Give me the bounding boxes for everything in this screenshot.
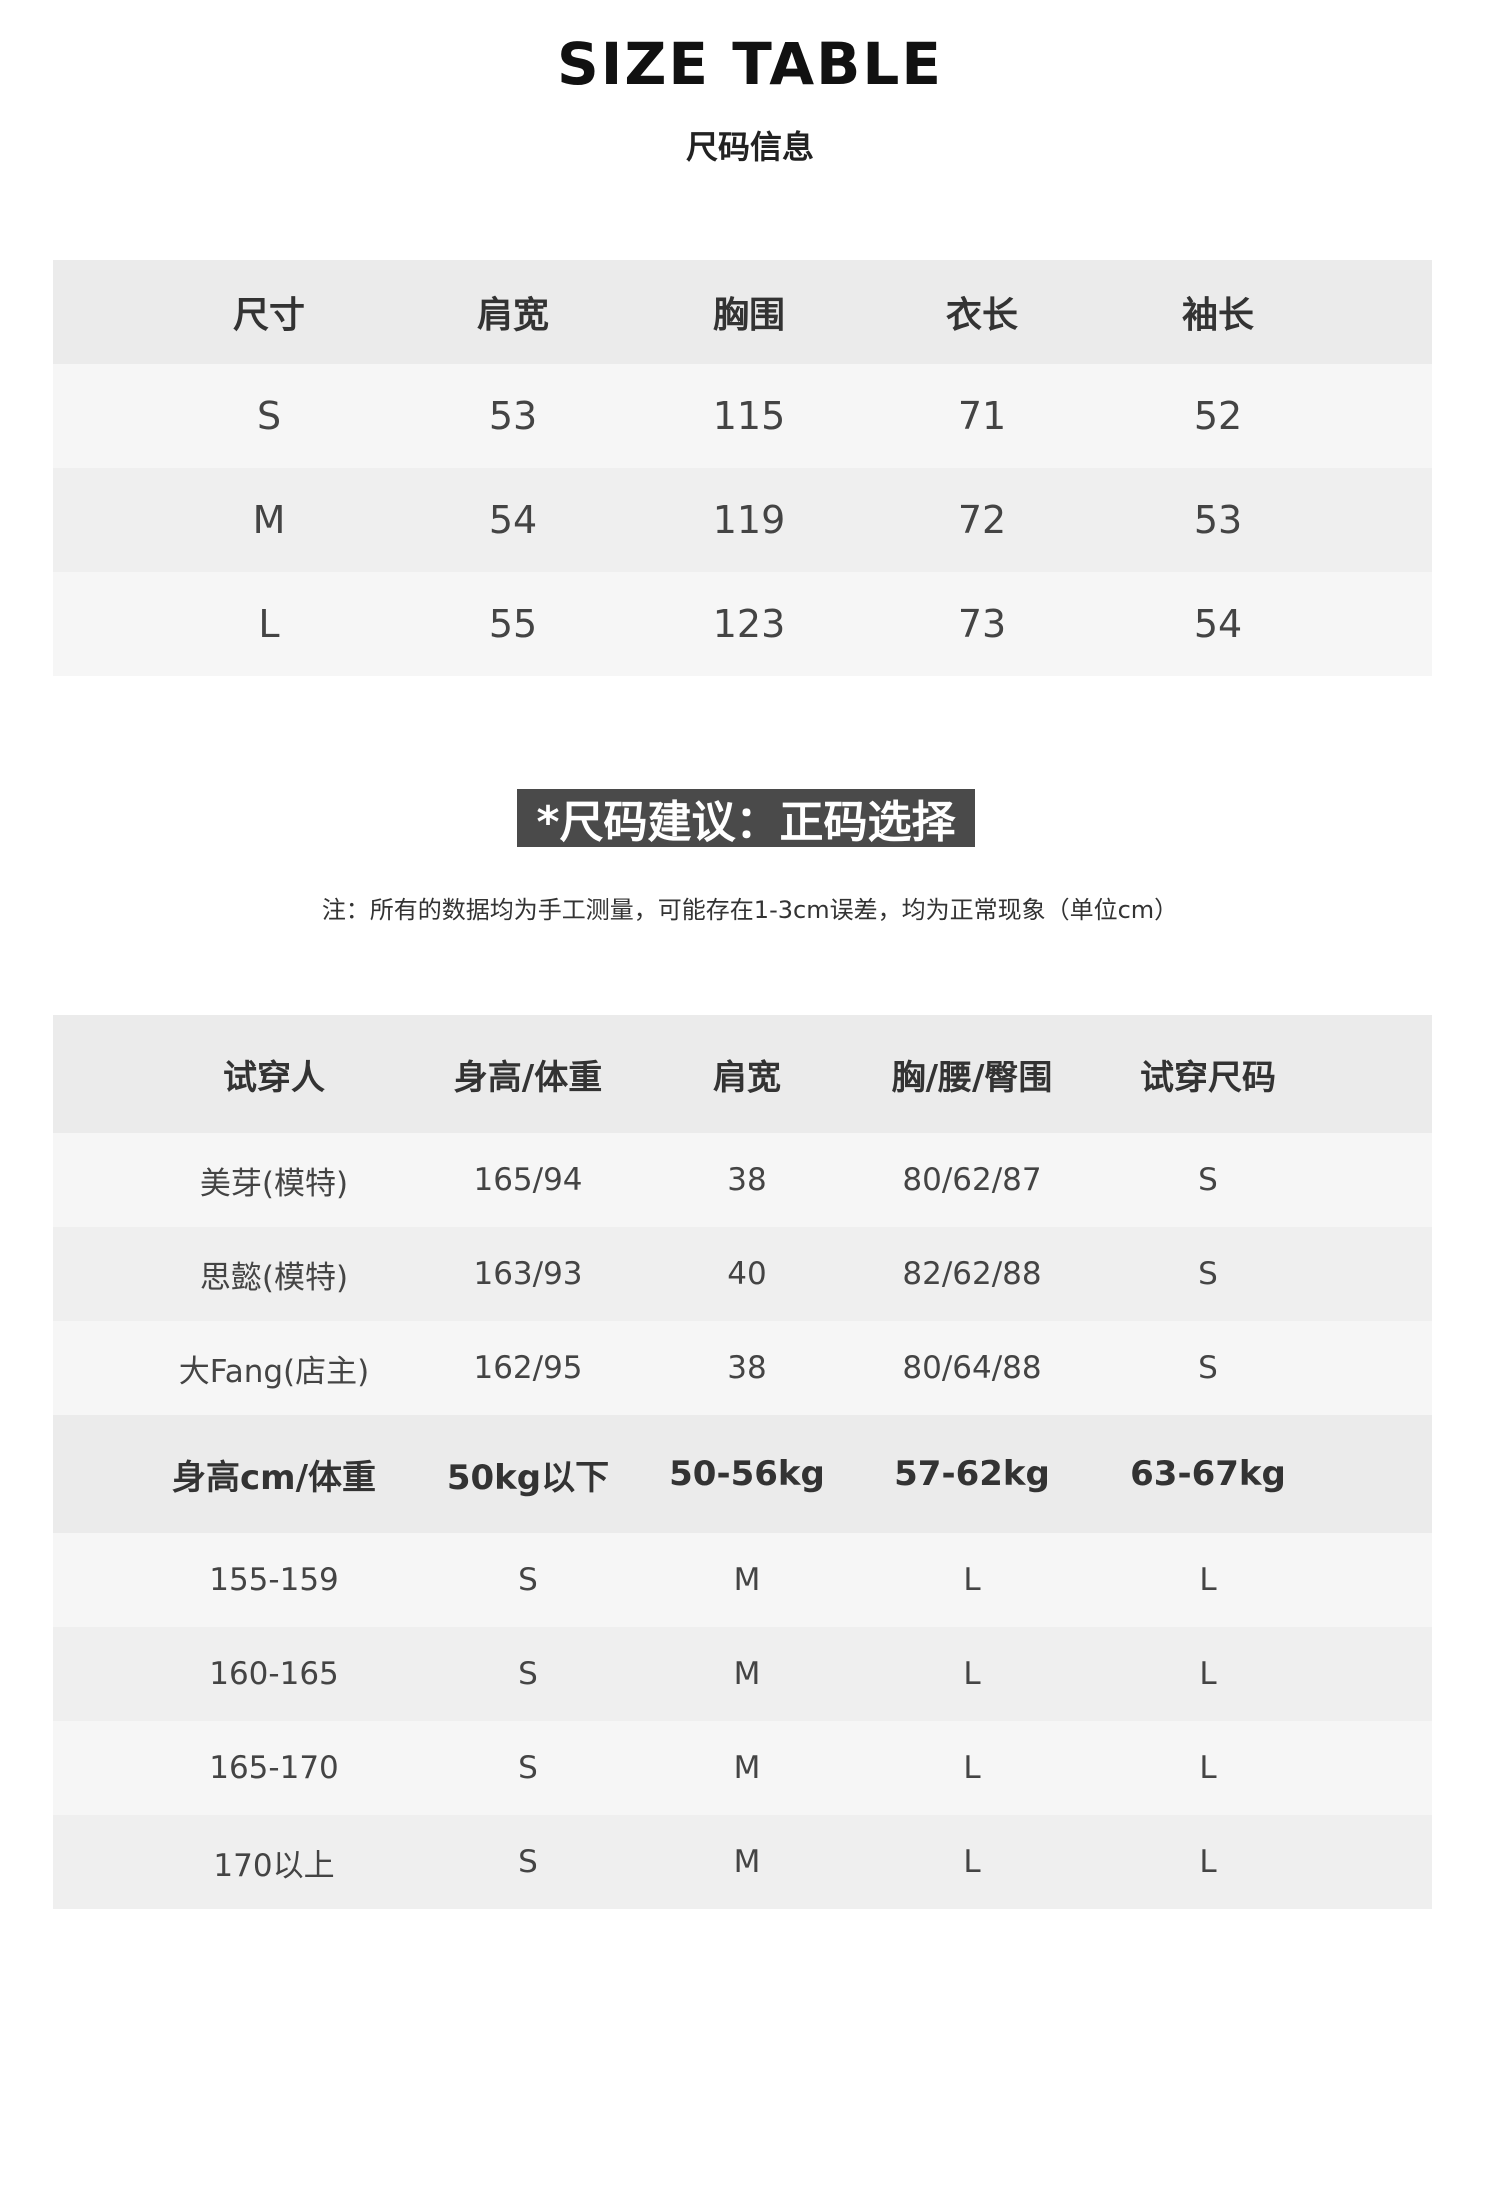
table-cell: 54	[488, 498, 538, 542]
measurement-note: 注：所有的数据均为手工测量，可能存在1-3cm误差，均为正常现象（单位cm）	[321, 896, 1179, 924]
column-header: 50kg以下	[446, 1457, 610, 1498]
table-cell: 40	[727, 1256, 767, 1292]
column-header: 肩宽	[476, 295, 549, 336]
table-cell: 73	[957, 602, 1007, 646]
table-cell: L	[963, 1656, 981, 1692]
size-recommendation-banner: *尺码建议：正码选择	[517, 789, 975, 848]
table-cell: M	[733, 1750, 761, 1786]
table-cell: M	[733, 1656, 761, 1692]
table-cell: M	[733, 1844, 761, 1880]
table-cell: L	[1199, 1844, 1217, 1880]
column-header: 肩宽	[713, 1057, 781, 1098]
table-cell: 71	[957, 394, 1007, 438]
table-cell: M	[733, 1562, 761, 1598]
column-header: 身高/体重	[453, 1057, 603, 1098]
tryon-table-header-row: 试穿人 身高/体重 肩宽 胸/腰/臀围 试穿尺码	[53, 1015, 1432, 1133]
table-cell: M	[252, 498, 286, 542]
tryon-guide-table: 试穿人 身高/体重 肩宽 胸/腰/臀围 试穿尺码美芽(模特) 165/94 38 80/62/…	[53, 1015, 1432, 1909]
column-header: 袖长	[1181, 295, 1254, 336]
table-cell: 80/64/88	[902, 1350, 1042, 1386]
table-cell: L	[258, 602, 280, 646]
table-cell: S	[518, 1750, 538, 1786]
size-table: 尺寸 肩宽 胸围 衣长 袖长 S 53 115 71 52 M 54 119 72 53 L 55 123 73 54	[53, 260, 1432, 676]
table-cell: 170以上	[213, 1847, 335, 1884]
table-cell: L	[1199, 1750, 1217, 1786]
column-header: 试穿尺码	[1140, 1057, 1276, 1098]
table-cell: L	[1199, 1562, 1217, 1598]
table-cell: S	[1198, 1162, 1218, 1198]
table-row: 美芽(模特) 165/94 38 80/62/87 S	[53, 1133, 1432, 1227]
table-cell: 119	[712, 498, 786, 542]
table-cell: S	[1198, 1350, 1218, 1386]
table-cell: 115	[712, 394, 786, 438]
column-header: 身高cm/体重	[172, 1457, 376, 1498]
table-cell: 82/62/88	[902, 1256, 1042, 1292]
size-table-header-row: 尺寸 肩宽 胸围 衣长 袖长	[53, 260, 1432, 364]
column-header: 衣长	[945, 295, 1018, 336]
page-title: SIZE TABLE	[557, 30, 943, 98]
table-cell: S	[518, 1844, 538, 1880]
table-cell: S	[518, 1656, 538, 1692]
table-row: 160-165 S M L L	[53, 1627, 1432, 1721]
table-cell: 55	[488, 602, 538, 646]
table-cell: 38	[727, 1162, 767, 1198]
table-cell: L	[963, 1844, 981, 1880]
table-cell: 38	[727, 1350, 767, 1386]
table-cell: S	[256, 394, 282, 438]
column-header: 63-67kg	[1130, 1454, 1286, 1494]
table-cell: 165/94	[473, 1162, 583, 1198]
table-cell: 80/62/87	[902, 1162, 1042, 1198]
table-cell: 思懿(模特)	[199, 1259, 349, 1296]
column-header: 50-56kg	[669, 1454, 825, 1494]
table-row: 165-170 S M L L	[53, 1721, 1432, 1815]
table-cell: 54	[1193, 602, 1243, 646]
table-row: 170以上 S M L L	[53, 1815, 1432, 1909]
table-row: 大Fang(店主) 162/95 38 80/64/88 S	[53, 1321, 1432, 1415]
table-row: 思懿(模特) 163/93 40 82/62/88 S	[53, 1227, 1432, 1321]
table-cell: L	[1199, 1656, 1217, 1692]
table-cell: 123	[712, 602, 786, 646]
page-subtitle: 尺码信息	[685, 128, 814, 166]
column-header: 57-62kg	[894, 1454, 1050, 1494]
table-cell: S	[1198, 1256, 1218, 1292]
table-cell: 72	[957, 498, 1007, 542]
column-header: 胸/腰/臀围	[891, 1057, 1053, 1098]
table-cell: 52	[1193, 394, 1243, 438]
table-cell: 大Fang(店主)	[178, 1353, 370, 1390]
table-row: M 54 119 72 53	[53, 468, 1432, 572]
table-cell: 53	[488, 394, 538, 438]
table-cell: 155-159	[209, 1562, 339, 1598]
table-cell: 美芽(模特)	[199, 1165, 349, 1202]
table-cell: S	[518, 1562, 538, 1598]
table-cell: 165-170	[209, 1750, 339, 1786]
table-cell: 162/95	[473, 1350, 583, 1386]
column-header: 尺寸	[232, 295, 305, 336]
guide-table-header-row: 身高cm/体重 50kg以下 50-56kg 57-62kg 63-67kg	[53, 1415, 1432, 1533]
table-row: 155-159 S M L L	[53, 1533, 1432, 1627]
table-row: L 55 123 73 54	[53, 572, 1432, 676]
table-cell: 163/93	[473, 1256, 583, 1292]
table-cell: L	[963, 1750, 981, 1786]
column-header: 胸围	[712, 295, 785, 336]
table-cell: 160-165	[209, 1656, 339, 1692]
table-cell: 53	[1193, 498, 1243, 542]
column-header: 试穿人	[223, 1057, 325, 1098]
table-row: S 53 115 71 52	[53, 364, 1432, 468]
table-cell: L	[963, 1562, 981, 1598]
